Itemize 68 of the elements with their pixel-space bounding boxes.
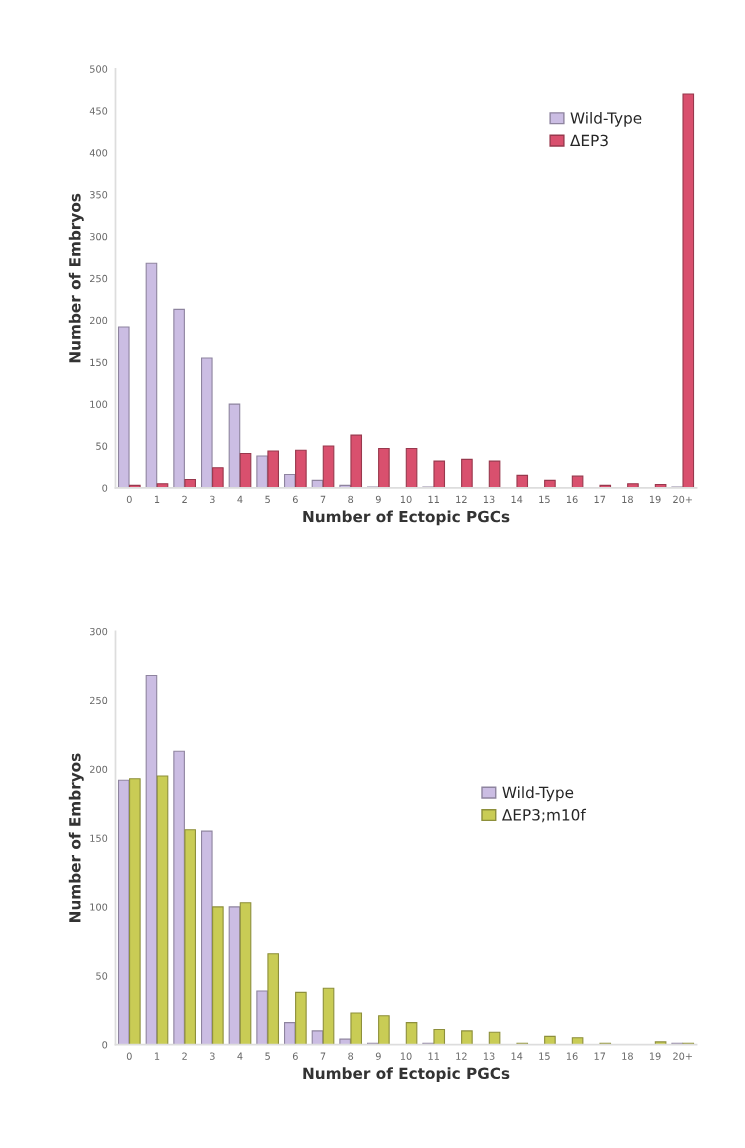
y-tick-label: 250 bbox=[89, 696, 108, 705]
x-tick-label: 8 bbox=[348, 495, 354, 504]
x-tick-label: 17 bbox=[594, 1052, 606, 1060]
y-axis-title: Number of Embryos bbox=[68, 193, 84, 363]
y-tick-label: 100 bbox=[90, 400, 108, 408]
x-axis-title: Number of Ectopic PGCs bbox=[303, 510, 510, 526]
x-tick-label: 3 bbox=[209, 495, 215, 504]
x-tick-label: 16 bbox=[566, 1052, 578, 1060]
x-tick-label: 16 bbox=[566, 495, 578, 504]
x-tick-label: 4 bbox=[237, 1052, 243, 1060]
x-tick-label: 20+ bbox=[673, 495, 692, 504]
x-tick-label: 8 bbox=[348, 1052, 354, 1060]
x-tick-label: 0 bbox=[126, 495, 132, 504]
y-tick-label: 150 bbox=[90, 358, 108, 367]
x-tick-label: 0 bbox=[126, 1052, 132, 1060]
y-tick-label: 150 bbox=[90, 834, 108, 842]
x-tick-label: 1 bbox=[154, 495, 160, 503]
x-tick-label: 7 bbox=[320, 1052, 326, 1060]
x-tick-label: 5 bbox=[265, 1052, 270, 1060]
x-tick-label: 11 bbox=[428, 495, 439, 503]
x-tick-label: 1 bbox=[154, 1052, 160, 1060]
y-tick-label: 300 bbox=[90, 627, 108, 636]
x-tick-label: 18 bbox=[622, 495, 633, 504]
x-tick-label: 13 bbox=[483, 495, 495, 504]
x-axis-title: Number of Ectopic PGCs bbox=[303, 1067, 510, 1083]
x-tick-label: 7 bbox=[320, 495, 326, 503]
legend-label: Wild-Type bbox=[502, 786, 574, 802]
y-axis-title: Number of Embryos bbox=[68, 753, 84, 922]
x-tick-label: 17 bbox=[594, 495, 606, 503]
x-tick-label: 15 bbox=[539, 495, 550, 504]
y-tick-label: 400 bbox=[89, 149, 108, 157]
x-tick-label: 9 bbox=[375, 495, 381, 504]
y-tick-label: 250 bbox=[89, 274, 108, 283]
y-tick-label: 450 bbox=[89, 107, 108, 115]
y-tick-label: 0 bbox=[102, 484, 108, 492]
y-tick-label: 100 bbox=[90, 903, 108, 911]
x-tick-label: 20+ bbox=[673, 1052, 692, 1060]
x-tick-label: 5 bbox=[265, 495, 270, 504]
x-tick-label: 12 bbox=[456, 495, 467, 503]
x-tick-label: 11 bbox=[428, 1052, 439, 1060]
x-tick-label: 6 bbox=[292, 495, 298, 504]
y-tick-label: 350 bbox=[90, 191, 108, 199]
x-tick-label: 12 bbox=[456, 1052, 467, 1060]
legend-label: ΔEP3;m10f bbox=[501, 808, 587, 823]
y-tick-label: 500 bbox=[90, 65, 108, 73]
x-tick-label: 2 bbox=[182, 495, 187, 503]
x-tick-label: 9 bbox=[375, 1052, 381, 1060]
y-tick-label: 300 bbox=[90, 232, 108, 241]
x-tick-label: 18 bbox=[622, 1052, 633, 1060]
y-tick-label: 200 bbox=[89, 316, 108, 325]
x-tick-label: 4 bbox=[237, 495, 243, 503]
x-tick-label: 19 bbox=[649, 495, 661, 504]
x-tick-label: 10 bbox=[400, 1052, 412, 1060]
x-tick-label: 14 bbox=[511, 1052, 523, 1060]
y-tick-label: 0 bbox=[102, 1041, 108, 1049]
y-tick-label: 200 bbox=[89, 765, 108, 773]
x-tick-label: 10 bbox=[400, 495, 412, 504]
x-tick-label: 13 bbox=[483, 1052, 495, 1060]
x-tick-label: 3 bbox=[209, 1052, 215, 1060]
y-tick-label: 50 bbox=[96, 442, 108, 450]
legend-label: ΔEP3 bbox=[570, 134, 608, 147]
x-tick-label: 2 bbox=[182, 1052, 187, 1060]
x-tick-label: 6 bbox=[292, 1052, 298, 1060]
x-tick-label: 15 bbox=[539, 1052, 550, 1060]
legend-label: Wild-Type bbox=[570, 111, 642, 127]
y-tick-label: 50 bbox=[96, 972, 108, 980]
x-tick-label: 14 bbox=[511, 495, 523, 503]
x-tick-label: 19 bbox=[649, 1052, 661, 1060]
